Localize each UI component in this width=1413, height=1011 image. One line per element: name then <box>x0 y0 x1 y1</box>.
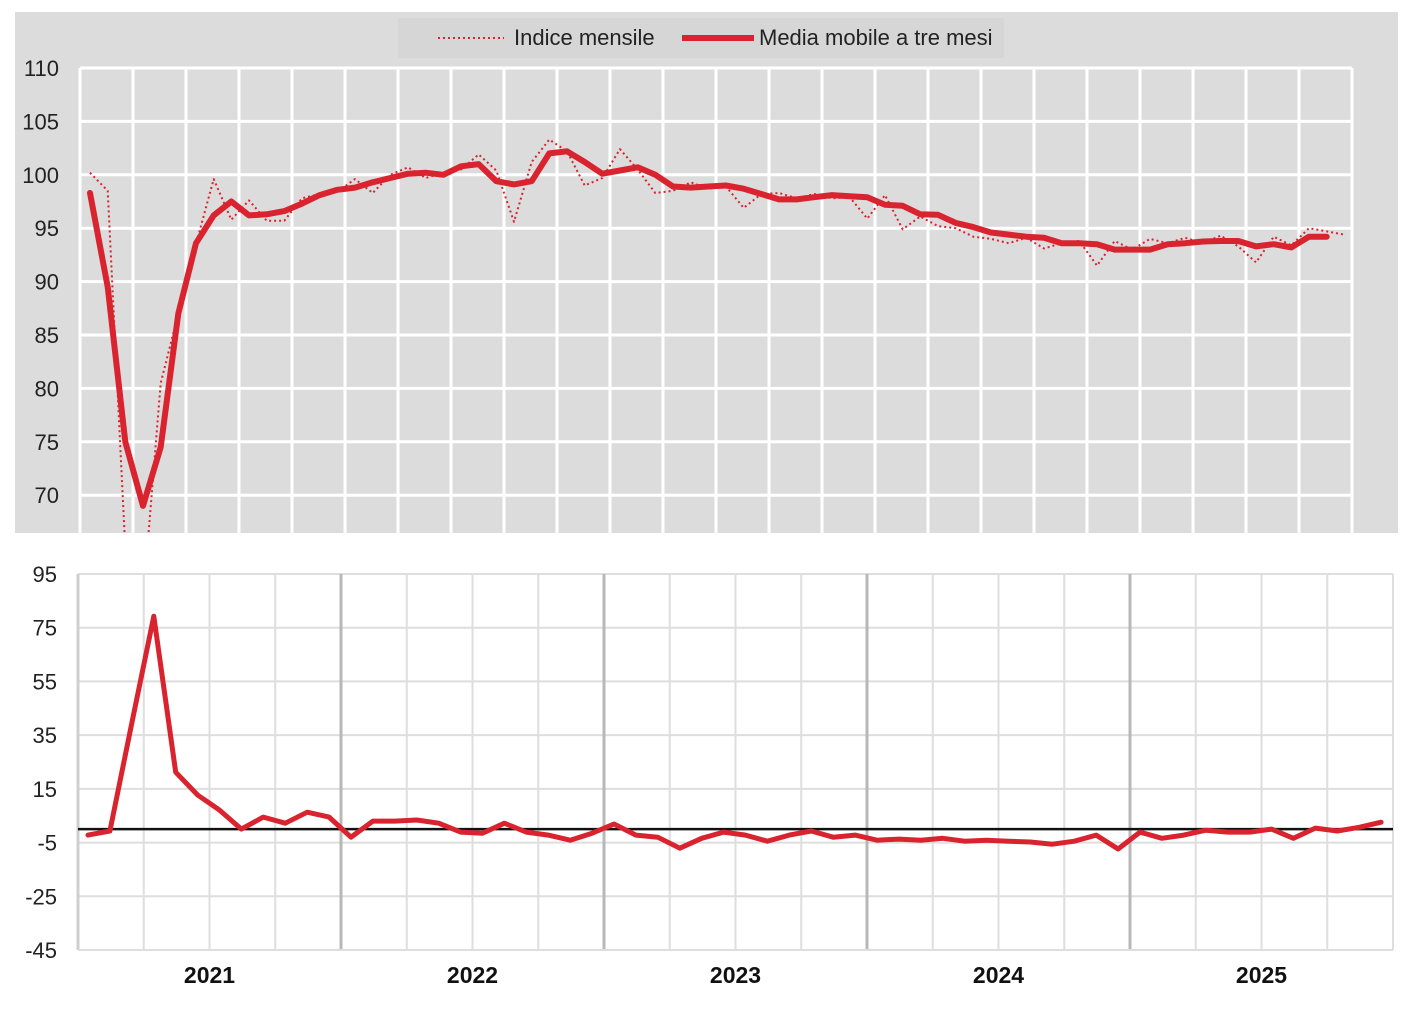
y-tick-label: 35 <box>33 723 57 748</box>
y-tick-label: 70 <box>35 483 59 508</box>
y-tick-label: 75 <box>35 430 59 455</box>
y-tick-label: 55 <box>33 669 57 694</box>
y-tick-label: 95 <box>33 562 57 587</box>
y-tick-label: 100 <box>22 163 59 188</box>
y-tick-label: 105 <box>22 109 59 134</box>
y-tick-label: -25 <box>25 884 57 909</box>
x-tick-label: 2023 <box>710 962 761 988</box>
y-tick-label: -5 <box>37 831 57 856</box>
chart-background <box>15 12 1398 533</box>
x-tick-label: 2024 <box>973 962 1024 988</box>
monthly-index-chart: 110 105 100 95 90 85 80 75 70 <box>15 12 1398 533</box>
legend-label-moving-average: Media mobile a tre mesi <box>759 25 993 50</box>
legend-label-monthly: Indice mensile <box>514 25 655 50</box>
y-tick-label: 80 <box>35 376 59 401</box>
y-tick-label: -45 <box>25 938 57 963</box>
y-tick-label: 90 <box>35 270 59 295</box>
x-tick-label: 2025 <box>1236 962 1287 988</box>
change-chart: 95 75 55 35 15 -5 -25 -45 2021 2022 2023 2024 2025 <box>25 562 1394 988</box>
y-tick-label: 85 <box>35 323 59 348</box>
y-tick-label: 110 <box>24 56 59 81</box>
series-line-change <box>85 613 1384 852</box>
x-tick-label: 2021 <box>184 962 235 988</box>
x-tick-label: 2022 <box>447 962 498 988</box>
y-tick-label: 15 <box>33 777 57 802</box>
legend: Indice mensile Media mobile a tre mesi <box>398 18 1004 58</box>
y-tick-label: 75 <box>33 616 57 641</box>
y-tick-label: 95 <box>35 216 59 241</box>
